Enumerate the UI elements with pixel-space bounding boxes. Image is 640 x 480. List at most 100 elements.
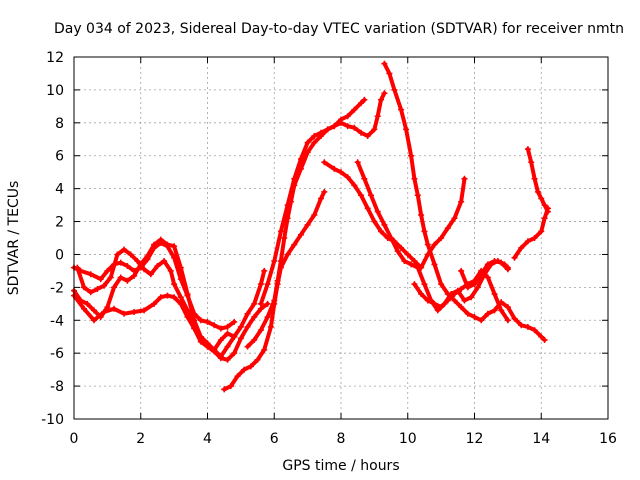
data-point-marker <box>541 337 548 344</box>
data-point-marker <box>141 307 148 314</box>
data-point-marker <box>237 323 244 330</box>
data-point-marker <box>444 225 451 232</box>
data-point-marker <box>408 261 415 268</box>
data-point-marker <box>121 246 128 253</box>
data-point-marker <box>358 100 365 107</box>
data-point-marker <box>231 350 238 357</box>
data-point-marker <box>271 297 278 304</box>
data-point-marker <box>424 241 431 248</box>
data-point-marker <box>408 152 415 159</box>
data-point-marker <box>311 132 318 139</box>
data-point-marker <box>224 323 231 330</box>
data-point-marker <box>371 218 378 225</box>
data-point-marker <box>464 284 471 291</box>
data-point-marker <box>171 294 178 301</box>
data-point-marker <box>358 192 365 199</box>
data-point-marker <box>74 264 81 271</box>
data-point-marker <box>458 267 465 274</box>
x-tick-label: 16 <box>599 431 617 447</box>
data-point-marker <box>217 355 224 362</box>
data-point-marker <box>104 267 111 274</box>
data-point-marker <box>167 267 174 274</box>
data-point-marker <box>224 343 231 350</box>
data-point-marker <box>274 277 281 284</box>
data-point-marker <box>421 281 428 288</box>
data-point-marker <box>458 286 465 293</box>
data-point-marker <box>231 333 238 340</box>
x-tick-label: 8 <box>337 431 346 447</box>
data-point-marker <box>358 129 365 136</box>
data-point-marker <box>371 126 378 133</box>
data-point-marker <box>531 235 538 241</box>
data-point-marker <box>151 300 158 307</box>
data-point-marker <box>424 297 431 304</box>
data-point-marker <box>458 198 465 205</box>
data-point-marker <box>94 286 101 293</box>
data-point-marker <box>524 238 531 245</box>
data-point-marker <box>434 307 441 314</box>
data-point-marker <box>197 317 204 324</box>
data-point-marker <box>157 294 164 301</box>
data-point-marker <box>101 309 108 316</box>
data-point-marker <box>354 159 361 166</box>
data-point-marker <box>151 241 158 248</box>
data-point-marker <box>331 165 338 172</box>
data-point-marker <box>484 274 491 281</box>
y-tick-label: -8 <box>50 379 64 395</box>
series-track-13 <box>512 206 550 260</box>
data-point-marker <box>91 317 98 324</box>
data-point-marker <box>344 113 351 120</box>
series-track-3 <box>72 293 270 362</box>
data-point-marker <box>177 264 184 271</box>
data-point-marker <box>531 327 538 334</box>
x-tick-label: 2 <box>136 431 145 447</box>
data-point-marker <box>304 221 311 228</box>
data-point-marker <box>87 289 94 296</box>
data-point-marker <box>311 211 318 218</box>
data-point-marker <box>271 258 278 265</box>
data-point-marker <box>351 182 358 189</box>
data-point-marker <box>458 304 465 311</box>
data-point-marker <box>197 333 204 340</box>
data-point-marker <box>471 281 478 288</box>
data-point-marker <box>81 284 88 291</box>
y-tick-label: -4 <box>50 313 64 329</box>
data-point-marker <box>277 258 284 265</box>
data-point-marker <box>511 315 518 322</box>
data-point-marker <box>321 188 328 195</box>
data-point-marker <box>464 310 471 317</box>
data-point-marker <box>237 335 244 342</box>
data-point-marker <box>378 96 385 103</box>
data-point-marker <box>414 264 421 271</box>
data-point-marker <box>191 323 198 330</box>
data-point-marker <box>261 346 268 353</box>
series-markers-10 <box>354 159 511 314</box>
data-point-marker <box>257 327 264 334</box>
series-markers-4 <box>74 246 238 353</box>
data-point-marker <box>478 271 485 278</box>
chart-title: Day 034 of 2023, Sidereal Day-to-day VTE… <box>54 21 624 37</box>
y-axis-label: SDTVAR / TECUs <box>6 181 22 296</box>
data-point-marker <box>84 300 91 307</box>
data-point-marker <box>388 235 395 241</box>
series-markers-8 <box>381 60 548 344</box>
data-point-marker <box>378 228 385 235</box>
series-markers-7 <box>257 90 388 307</box>
data-point-marker <box>164 292 171 299</box>
data-point-marker <box>277 228 284 235</box>
data-point-marker <box>264 300 271 307</box>
data-point-marker <box>217 337 224 344</box>
data-point-marker <box>538 333 545 340</box>
data-point-marker <box>291 241 298 248</box>
data-point-marker <box>257 300 264 307</box>
data-point-marker <box>403 126 410 133</box>
data-point-marker <box>451 290 458 297</box>
data-point-marker <box>438 235 445 241</box>
y-tick-label: 12 <box>46 50 64 66</box>
data-point-marker <box>231 318 238 325</box>
data-point-marker <box>421 228 428 235</box>
data-point-marker <box>131 309 138 316</box>
series-markers-14 <box>524 146 551 215</box>
data-point-marker <box>244 323 251 330</box>
